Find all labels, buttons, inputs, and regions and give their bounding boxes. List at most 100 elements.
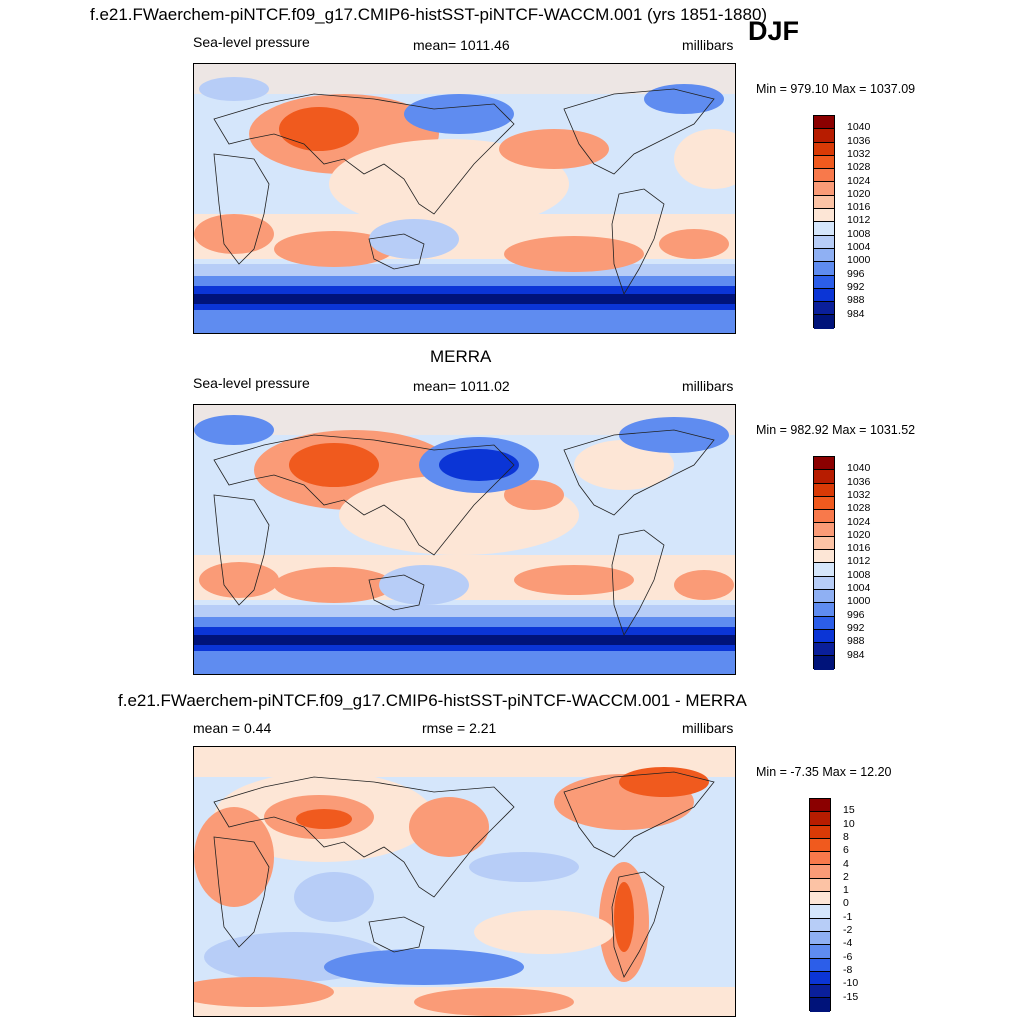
colorbar-swatch bbox=[810, 799, 830, 813]
colorbar-tick-label: 1028 bbox=[847, 502, 871, 515]
panel2-variable-label: Sea-level pressure bbox=[193, 375, 310, 391]
colorbar-tick-label: 1040 bbox=[847, 462, 871, 475]
colorbar-swatch bbox=[814, 656, 834, 670]
colorbar-tick-label: 1000 bbox=[847, 595, 871, 608]
colorbar-tick-label: 1012 bbox=[847, 555, 871, 568]
colorbar-tick-label: 2 bbox=[843, 870, 849, 883]
colorbar-tick-label: 996 bbox=[847, 267, 865, 280]
colorbar-swatch bbox=[814, 589, 834, 604]
colorbar-tick-label: 1020 bbox=[847, 528, 871, 541]
colorbar-tick-label: 1016 bbox=[847, 201, 871, 214]
colorbar-tick-label: 1020 bbox=[847, 187, 871, 200]
colorbar-swatch bbox=[810, 878, 830, 893]
colorbar-swatch bbox=[814, 563, 834, 577]
panel3-units-label: millibars bbox=[682, 720, 734, 736]
colorbar-tick-label: 1032 bbox=[847, 147, 871, 160]
colorbar-tick-label: 1004 bbox=[847, 582, 871, 594]
colorbar-swatch bbox=[814, 536, 834, 551]
colorbar-swatch bbox=[814, 510, 834, 524]
colorbar-tick-label: 984 bbox=[847, 307, 865, 320]
colorbar-tick-label: -10 bbox=[843, 977, 859, 990]
colorbar-swatch bbox=[810, 985, 830, 999]
colorbar-swatch bbox=[810, 865, 830, 879]
colorbar-swatch bbox=[814, 222, 834, 236]
colorbar-swatch bbox=[814, 142, 834, 156]
colorbar-swatch bbox=[814, 496, 834, 511]
panel1-minmax: Min = 979.10 Max = 1037.09 bbox=[756, 82, 916, 96]
colorbar-tick-label: -15 bbox=[843, 990, 859, 1003]
panel3-title: f.e21.FWaerchem-piNTCF.f09_g17.CMIP6-his… bbox=[118, 691, 747, 710]
colorbar-tick-label: 996 bbox=[847, 608, 865, 621]
colorbar-tick-label: 1024 bbox=[847, 515, 871, 528]
colorbar-tick-label: 1040 bbox=[847, 121, 871, 134]
panel1-variable-label: Sea-level pressure bbox=[193, 34, 310, 50]
figure-title: f.e21.FWaerchem-piNTCF.f09_g17.CMIP6-his… bbox=[90, 5, 768, 24]
colorbar-swatch bbox=[810, 945, 830, 959]
colorbar-tick-label: 1000 bbox=[847, 254, 871, 267]
colorbar-tick-label: 1036 bbox=[847, 475, 871, 488]
colorbar-swatch bbox=[814, 483, 834, 497]
colorbar-swatch bbox=[810, 838, 830, 853]
colorbar-tick-label: 0 bbox=[843, 897, 849, 910]
colorbar-tick-label: 1024 bbox=[847, 174, 871, 187]
panel3-rmse-label: rmse = 2.21 bbox=[422, 720, 497, 736]
colorbar-tick-label: 1028 bbox=[847, 161, 871, 174]
colorbar-swatch bbox=[814, 262, 834, 276]
colorbar-tick-label: 1008 bbox=[847, 568, 871, 581]
colorbar-swatch bbox=[810, 998, 830, 1012]
panel3-mean-label: mean = 0.44 bbox=[193, 720, 272, 736]
colorbar-swatch bbox=[810, 905, 830, 919]
panel2-units-label: millibars bbox=[682, 378, 734, 394]
colorbar-swatch bbox=[814, 169, 834, 183]
colorbar-tick-label: -6 bbox=[843, 950, 853, 963]
colorbar-tick-label: -8 bbox=[843, 963, 853, 976]
panel2-map bbox=[193, 404, 736, 675]
panel2-title: MERRA bbox=[430, 347, 492, 366]
colorbar-tick-label: -1 bbox=[843, 910, 853, 923]
colorbar-swatch bbox=[814, 643, 834, 657]
colorbar-swatch bbox=[810, 958, 830, 972]
colorbar-tick-label: 984 bbox=[847, 648, 865, 661]
panel1-units-label: millibars bbox=[682, 37, 734, 53]
panel1-map bbox=[193, 63, 736, 334]
colorbar-swatch bbox=[810, 825, 830, 839]
colorbar-tick-label: 992 bbox=[847, 621, 865, 634]
colorbar-tick-label: 4 bbox=[843, 857, 849, 870]
colorbar-swatch bbox=[814, 523, 834, 537]
colorbar-swatch bbox=[814, 182, 834, 196]
colorbar-tick-label: 1004 bbox=[847, 241, 871, 253]
colorbar-tick-label: 1008 bbox=[847, 227, 871, 240]
colorbar-swatch bbox=[810, 852, 830, 866]
colorbar-swatch bbox=[810, 931, 830, 946]
panel1-colorbar bbox=[813, 115, 835, 329]
colorbar-swatch bbox=[814, 550, 834, 564]
panel3-minmax: Min = -7.35 Max = 12.20 bbox=[756, 765, 892, 779]
season-label: DJF bbox=[748, 16, 800, 46]
colorbar-swatch bbox=[814, 315, 834, 329]
colorbar-tick-label: 1016 bbox=[847, 542, 871, 555]
colorbar-swatch bbox=[814, 248, 834, 263]
colorbar-swatch bbox=[814, 457, 834, 471]
colorbar-tick-label: 988 bbox=[847, 635, 865, 648]
colorbar-tick-label: 988 bbox=[847, 294, 865, 307]
panel3-colorbar bbox=[809, 798, 831, 1012]
colorbar-swatch bbox=[810, 812, 830, 826]
colorbar-swatch bbox=[814, 470, 834, 484]
colorbar-swatch bbox=[814, 576, 834, 590]
panel2-minmax: Min = 982.92 Max = 1031.52 bbox=[756, 423, 916, 437]
colorbar-swatch bbox=[814, 275, 834, 289]
colorbar-swatch bbox=[814, 616, 834, 630]
colorbar-tick-label: 10 bbox=[843, 817, 855, 830]
colorbar-tick-label: -4 bbox=[843, 937, 853, 950]
colorbar-tick-label: 1 bbox=[843, 884, 849, 897]
colorbar-tick-label: 1036 bbox=[847, 134, 871, 147]
panel2-colorbar bbox=[813, 456, 835, 670]
colorbar-swatch bbox=[814, 195, 834, 210]
colorbar-swatch bbox=[810, 918, 830, 932]
colorbar-swatch bbox=[814, 235, 834, 249]
panel3-map bbox=[193, 746, 736, 1017]
colorbar-tick-label: 15 bbox=[843, 804, 855, 817]
panel1-mean-label: mean= 1011.46 bbox=[413, 37, 510, 53]
colorbar-swatch bbox=[814, 129, 834, 143]
colorbar-swatch bbox=[814, 288, 834, 303]
